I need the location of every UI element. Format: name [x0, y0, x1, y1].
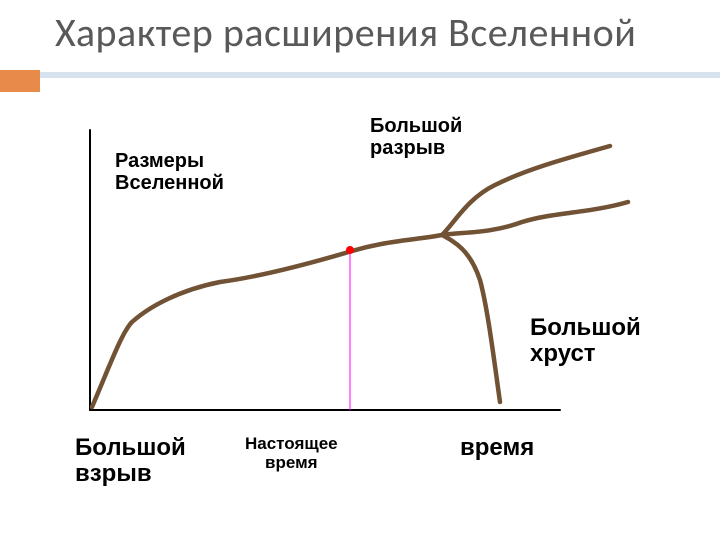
x-axis-label: время: [460, 435, 534, 461]
page-title: Характер расширения Вселенной: [55, 8, 700, 57]
now-label: Настоящее время: [245, 435, 338, 472]
y-axis-label: Размеры Вселенной: [115, 150, 224, 194]
accent-chip: [0, 70, 40, 92]
big-crunch-label: Большой хруст: [530, 315, 641, 368]
accent-bar: [0, 72, 720, 78]
big-rip-label: Большой разрыв: [370, 115, 462, 159]
chart-area: Размеры Вселенной Большой разрыв Большой…: [50, 110, 670, 510]
big-bang-label: Большой взрыв: [75, 435, 186, 488]
